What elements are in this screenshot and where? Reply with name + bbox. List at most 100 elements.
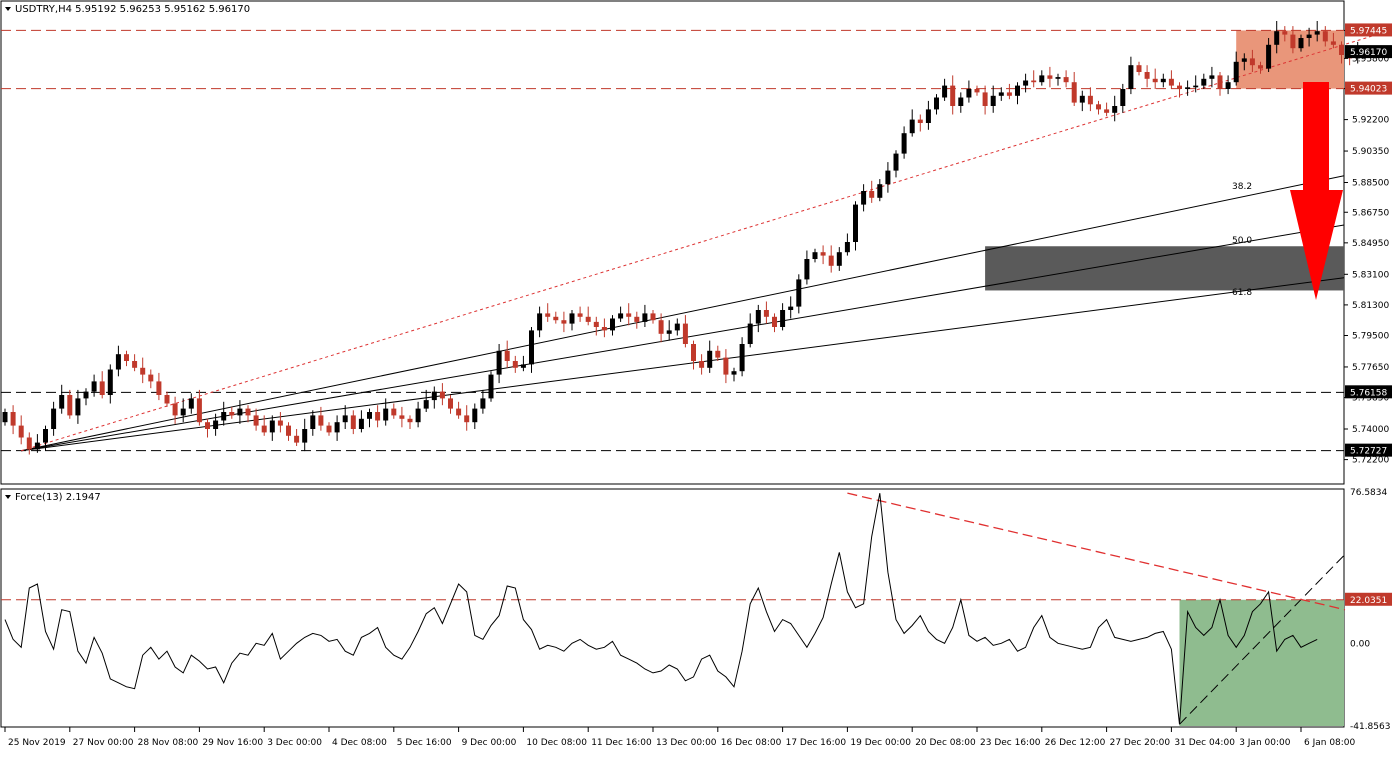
- candle-body[interactable]: [213, 420, 219, 430]
- candle-body[interactable]: [1217, 75, 1223, 89]
- candle-body[interactable]: [820, 252, 826, 256]
- candle-body[interactable]: [1160, 78, 1166, 83]
- candle-body[interactable]: [966, 89, 972, 98]
- candle-body[interactable]: [18, 425, 24, 438]
- candle-body[interactable]: [1322, 31, 1328, 42]
- candle-body[interactable]: [877, 184, 883, 198]
- candle-body[interactable]: [1112, 106, 1118, 113]
- candle-body[interactable]: [780, 310, 786, 327]
- candle-body[interactable]: [504, 350, 510, 361]
- candle-body[interactable]: [1241, 58, 1247, 62]
- candle-body[interactable]: [172, 403, 178, 416]
- candle-body[interactable]: [1006, 92, 1012, 96]
- candle-body[interactable]: [188, 398, 194, 409]
- candle-body[interactable]: [1168, 78, 1174, 86]
- candle-body[interactable]: [496, 350, 502, 375]
- candle-body[interactable]: [707, 350, 713, 368]
- candle-body[interactable]: [755, 310, 761, 324]
- candle-body[interactable]: [1249, 58, 1255, 66]
- indicator-dropdown-icon[interactable]: [5, 495, 11, 499]
- candle-body[interactable]: [91, 381, 97, 392]
- candle-body[interactable]: [763, 310, 769, 317]
- candle-body[interactable]: [1306, 34, 1312, 38]
- candle-body[interactable]: [407, 418, 413, 423]
- candle-body[interactable]: [917, 119, 923, 123]
- candle-body[interactable]: [456, 408, 462, 416]
- candle-body[interactable]: [958, 97, 964, 107]
- candle-body[interactable]: [828, 255, 834, 266]
- candle-body[interactable]: [115, 354, 121, 370]
- candle-body[interactable]: [205, 422, 210, 429]
- candle-body[interactable]: [132, 361, 138, 368]
- candle-body[interactable]: [577, 313, 583, 317]
- candle-body[interactable]: [812, 252, 818, 259]
- candle-body[interactable]: [650, 313, 656, 321]
- candle-body[interactable]: [1136, 65, 1142, 72]
- candle-body[interactable]: [415, 408, 421, 423]
- candle-body[interactable]: [1258, 65, 1263, 69]
- candle-body[interactable]: [601, 327, 607, 331]
- candle-body[interactable]: [431, 391, 437, 401]
- candle-body[interactable]: [107, 369, 113, 396]
- candle-body[interactable]: [853, 204, 858, 242]
- candle-body[interactable]: [221, 412, 227, 421]
- candle-body[interactable]: [1339, 44, 1344, 55]
- candle-body[interactable]: [51, 408, 57, 429]
- candle-body[interactable]: [399, 415, 405, 419]
- candle-body[interactable]: [1330, 41, 1336, 45]
- candle-body[interactable]: [982, 92, 988, 106]
- candle-body[interactable]: [1282, 31, 1288, 35]
- candle-body[interactable]: [342, 415, 348, 423]
- candle-body[interactable]: [67, 395, 73, 416]
- candle-body[interactable]: [148, 374, 154, 382]
- candle-body[interactable]: [318, 415, 324, 426]
- candle-body[interactable]: [1177, 85, 1182, 89]
- candle-body[interactable]: [885, 170, 891, 185]
- candle-body[interactable]: [1185, 87, 1191, 89]
- candle-body[interactable]: [34, 442, 40, 450]
- candle-body[interactable]: [439, 391, 445, 399]
- candle-body[interactable]: [229, 412, 235, 416]
- candle-body[interactable]: [974, 89, 980, 93]
- candle-body[interactable]: [1015, 85, 1020, 96]
- candle-body[interactable]: [561, 320, 567, 324]
- candle-body[interactable]: [1152, 78, 1158, 83]
- candle-body[interactable]: [1209, 75, 1215, 79]
- candle-body[interactable]: [269, 420, 275, 433]
- candle-body[interactable]: [1079, 95, 1085, 103]
- candle-body[interactable]: [124, 354, 129, 361]
- candle-body[interactable]: [1047, 75, 1053, 79]
- candle-body[interactable]: [10, 412, 16, 426]
- candle-body[interactable]: [1266, 44, 1272, 69]
- candle-body[interactable]: [261, 425, 267, 433]
- candle-body[interactable]: [1233, 61, 1239, 83]
- candle-body[interactable]: [245, 408, 251, 416]
- candle-body[interactable]: [788, 306, 794, 310]
- candle-body[interactable]: [804, 259, 810, 280]
- candle-body[interactable]: [520, 364, 526, 368]
- candle-body[interactable]: [59, 395, 65, 409]
- candle-body[interactable]: [448, 398, 453, 409]
- candle-body[interactable]: [618, 313, 624, 319]
- candle-body[interactable]: [302, 429, 308, 443]
- candle-body[interactable]: [75, 398, 81, 416]
- candle-body[interactable]: [682, 323, 688, 344]
- candle-body[interactable]: [43, 429, 48, 443]
- candle-body[interactable]: [1144, 72, 1150, 79]
- candle-body[interactable]: [691, 344, 696, 361]
- candle-body[interactable]: [634, 316, 640, 322]
- candle-body[interactable]: [715, 350, 721, 358]
- candle-body[interactable]: [626, 313, 632, 317]
- candle-body[interactable]: [909, 119, 915, 134]
- candle-body[interactable]: [350, 415, 356, 429]
- candle-body[interactable]: [286, 425, 291, 436]
- candle-body[interactable]: [942, 85, 948, 98]
- candle-body[interactable]: [253, 415, 259, 426]
- candle-body[interactable]: [180, 408, 186, 416]
- candle-body[interactable]: [990, 95, 996, 106]
- candle-body[interactable]: [1023, 80, 1029, 86]
- candle-body[interactable]: [1314, 31, 1320, 35]
- candle-body[interactable]: [334, 422, 340, 433]
- candle-body[interactable]: [1120, 89, 1126, 106]
